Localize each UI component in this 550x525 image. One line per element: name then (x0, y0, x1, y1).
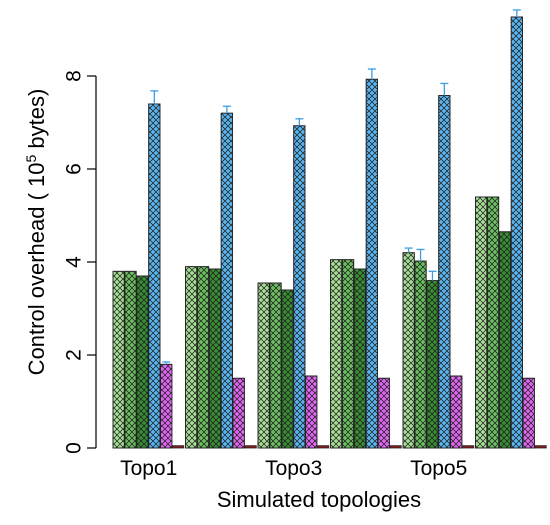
bar-hatch (510, 16, 523, 449)
bar-hatch (475, 196, 488, 449)
x-tick-label: Topo5 (410, 457, 467, 480)
y-axis-title-main: Control overhead ( 10 (24, 163, 49, 376)
y-tick-label: 8 (63, 70, 86, 82)
y-tick-label: 4 (63, 256, 86, 268)
bar-hatch (257, 282, 270, 449)
bar-hatch (450, 375, 463, 449)
y-tick-label: 6 (63, 163, 86, 175)
bar (389, 445, 402, 449)
bar-hatch (330, 259, 343, 449)
bar-hatch (377, 377, 390, 449)
bar (462, 445, 475, 449)
bar (244, 445, 257, 449)
bar-hatch (486, 196, 500, 449)
bar-hatch (148, 103, 161, 449)
bar-hatch (293, 125, 306, 449)
bar-hatch (269, 282, 282, 449)
bar-hatch (196, 266, 210, 449)
bar-hatch (281, 289, 294, 449)
y-axis: 0 2 4 6 8 (63, 70, 97, 454)
bar-hatch (124, 270, 137, 449)
bar-hatch (305, 375, 318, 449)
y-axis-title-tail: bytes) (24, 89, 49, 155)
bar-hatch (160, 363, 173, 449)
bar-hatch (498, 231, 511, 449)
bar-hatch (185, 266, 198, 449)
bar-hatch (522, 377, 535, 449)
bar (172, 445, 185, 449)
bar-hatch (112, 270, 125, 449)
y-axis-title-sup: 5 (23, 155, 39, 163)
bar-hatch (438, 95, 451, 449)
bar-hatch (414, 260, 427, 449)
bar (534, 445, 547, 449)
bar-hatch (353, 268, 366, 449)
bar-group (112, 9, 547, 449)
bar-hatch (220, 112, 233, 449)
bar-hatch (365, 78, 378, 449)
bar-hatch (341, 259, 355, 449)
bar-hatch (426, 280, 439, 449)
x-tick-label: Topo3 (265, 457, 322, 480)
bar-hatch (232, 377, 245, 449)
bar-hatch (136, 275, 149, 449)
x-axis: Topo1 Topo3 Topo5 (120, 457, 467, 480)
y-tick-label: 0 (63, 442, 86, 454)
bar-hatch (208, 268, 222, 449)
bar-hatch (402, 252, 415, 449)
x-tick-label: Topo1 (120, 457, 177, 480)
x-axis-title: Simulated topologies (217, 487, 421, 512)
y-axis-title: Control overhead ( 105 bytes) (23, 89, 49, 376)
y-tick-label: 2 (63, 349, 86, 361)
bar (317, 445, 330, 449)
